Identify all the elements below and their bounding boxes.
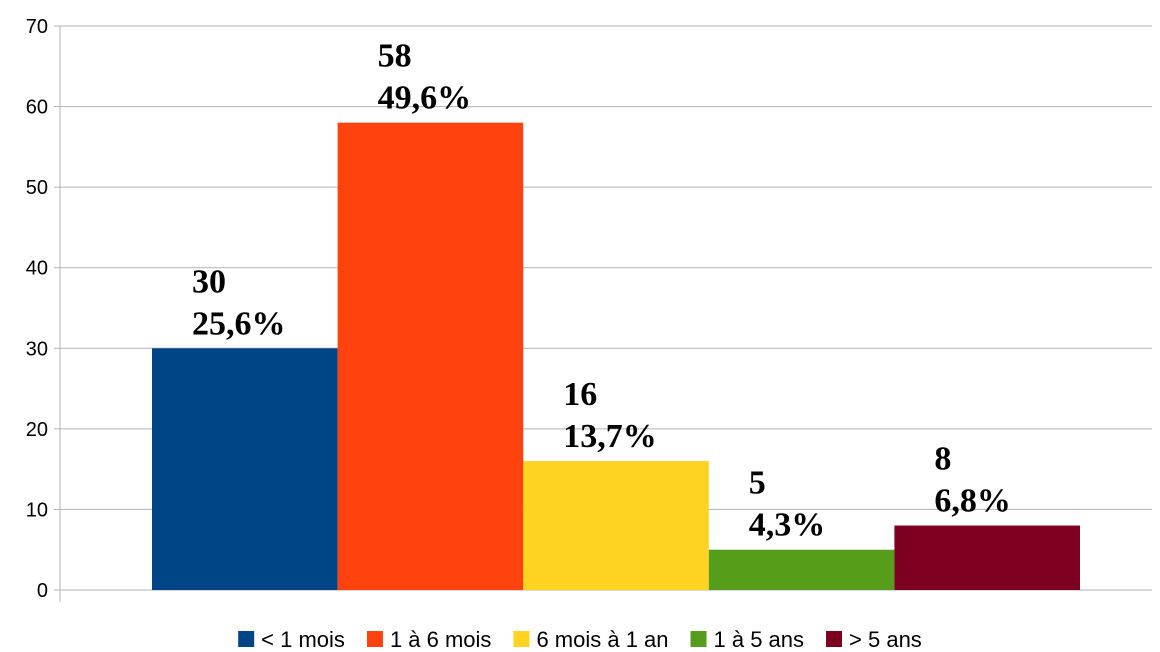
data-labels: 30 25,6% 58 49,6% 16 13,7% 5 4,3% 8 6,8% bbox=[192, 38, 1011, 544]
y-tick-label: 10 bbox=[26, 499, 48, 521]
legend-label: 1 à 5 ans bbox=[714, 627, 805, 652]
legend-swatch bbox=[826, 631, 843, 647]
legend-swatch bbox=[366, 631, 383, 647]
y-tick-label: 70 bbox=[26, 16, 48, 38]
bar bbox=[337, 122, 524, 590]
y-tick-label: 20 bbox=[26, 419, 48, 441]
data-label-value: 16 bbox=[563, 376, 597, 413]
data-label-percent: 49,6% bbox=[378, 80, 472, 117]
legend-item: 1 à 6 mois bbox=[366, 627, 492, 652]
legend-item: 6 mois à 1 an bbox=[513, 627, 669, 652]
legend: < 1 mois 1 à 6 mois 6 mois à 1 an 1 à 5 ans… bbox=[238, 627, 922, 652]
data-label-value: 8 bbox=[934, 441, 951, 478]
data-label-percent: 13,7% bbox=[563, 418, 657, 455]
y-tick-label: 30 bbox=[26, 338, 48, 360]
legend-label: < 1 mois bbox=[261, 627, 345, 652]
data-label-percent: 4,3% bbox=[749, 507, 826, 544]
y-axis: 0 10 20 30 40 50 60 70 bbox=[26, 16, 61, 602]
data-label-value: 58 bbox=[378, 38, 412, 75]
y-tick-label: 40 bbox=[26, 258, 48, 280]
legend-label: 1 à 6 mois bbox=[390, 627, 492, 652]
y-tick-label: 60 bbox=[26, 97, 48, 119]
legend-label: 6 mois à 1 an bbox=[536, 627, 668, 652]
y-tick-label: 0 bbox=[37, 580, 48, 602]
legend-swatch bbox=[238, 631, 255, 647]
y-tick-label: 50 bbox=[26, 177, 48, 199]
data-label-percent: 25,6% bbox=[192, 305, 286, 342]
legend-item: 1 à 5 ans bbox=[690, 627, 805, 652]
bars bbox=[152, 122, 1080, 590]
bar bbox=[152, 348, 338, 590]
data-label-value: 5 bbox=[749, 465, 766, 502]
bar bbox=[894, 525, 1080, 590]
legend-swatch bbox=[690, 631, 707, 647]
legend-item: > 5 ans bbox=[826, 627, 922, 652]
data-label-value: 30 bbox=[192, 263, 226, 300]
legend-swatch bbox=[513, 631, 530, 647]
bar bbox=[708, 549, 895, 590]
legend-item: < 1 mois bbox=[238, 627, 345, 652]
bar bbox=[523, 461, 709, 590]
data-label-percent: 6,8% bbox=[934, 483, 1011, 520]
legend-label: > 5 ans bbox=[849, 627, 922, 652]
